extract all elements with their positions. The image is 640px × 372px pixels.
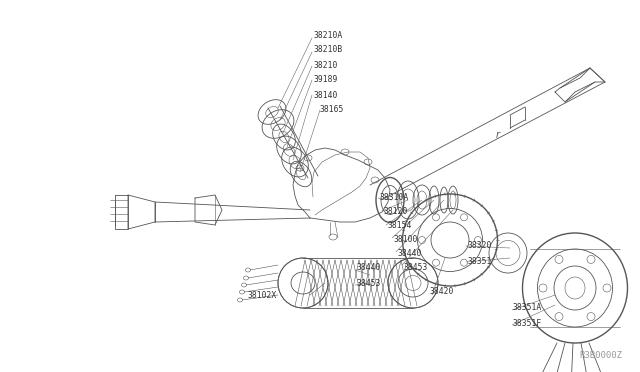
Text: 38100: 38100 (394, 235, 419, 244)
Text: 38120: 38120 (384, 208, 408, 217)
Text: 38440: 38440 (357, 263, 381, 273)
Text: 39189: 39189 (314, 76, 339, 84)
Text: 38351A: 38351A (513, 304, 542, 312)
Text: 38453: 38453 (404, 263, 428, 273)
Text: 38210B: 38210B (314, 45, 343, 55)
Text: 38420: 38420 (430, 288, 454, 296)
Text: 38320: 38320 (468, 241, 492, 250)
Text: 38154: 38154 (388, 221, 412, 231)
Text: 38453: 38453 (357, 279, 381, 288)
Text: 38165: 38165 (320, 106, 344, 115)
Text: r: r (496, 130, 500, 140)
Text: 38310A: 38310A (380, 193, 409, 202)
Text: R3B0000Z: R3B0000Z (579, 351, 622, 360)
Text: 38210: 38210 (314, 61, 339, 70)
Text: 38210A: 38210A (314, 31, 343, 39)
Text: 38102X: 38102X (248, 291, 277, 299)
Text: 38140: 38140 (314, 90, 339, 99)
Text: 38351: 38351 (468, 257, 492, 266)
Text: 38351F: 38351F (513, 318, 542, 327)
Text: 38440: 38440 (398, 250, 422, 259)
